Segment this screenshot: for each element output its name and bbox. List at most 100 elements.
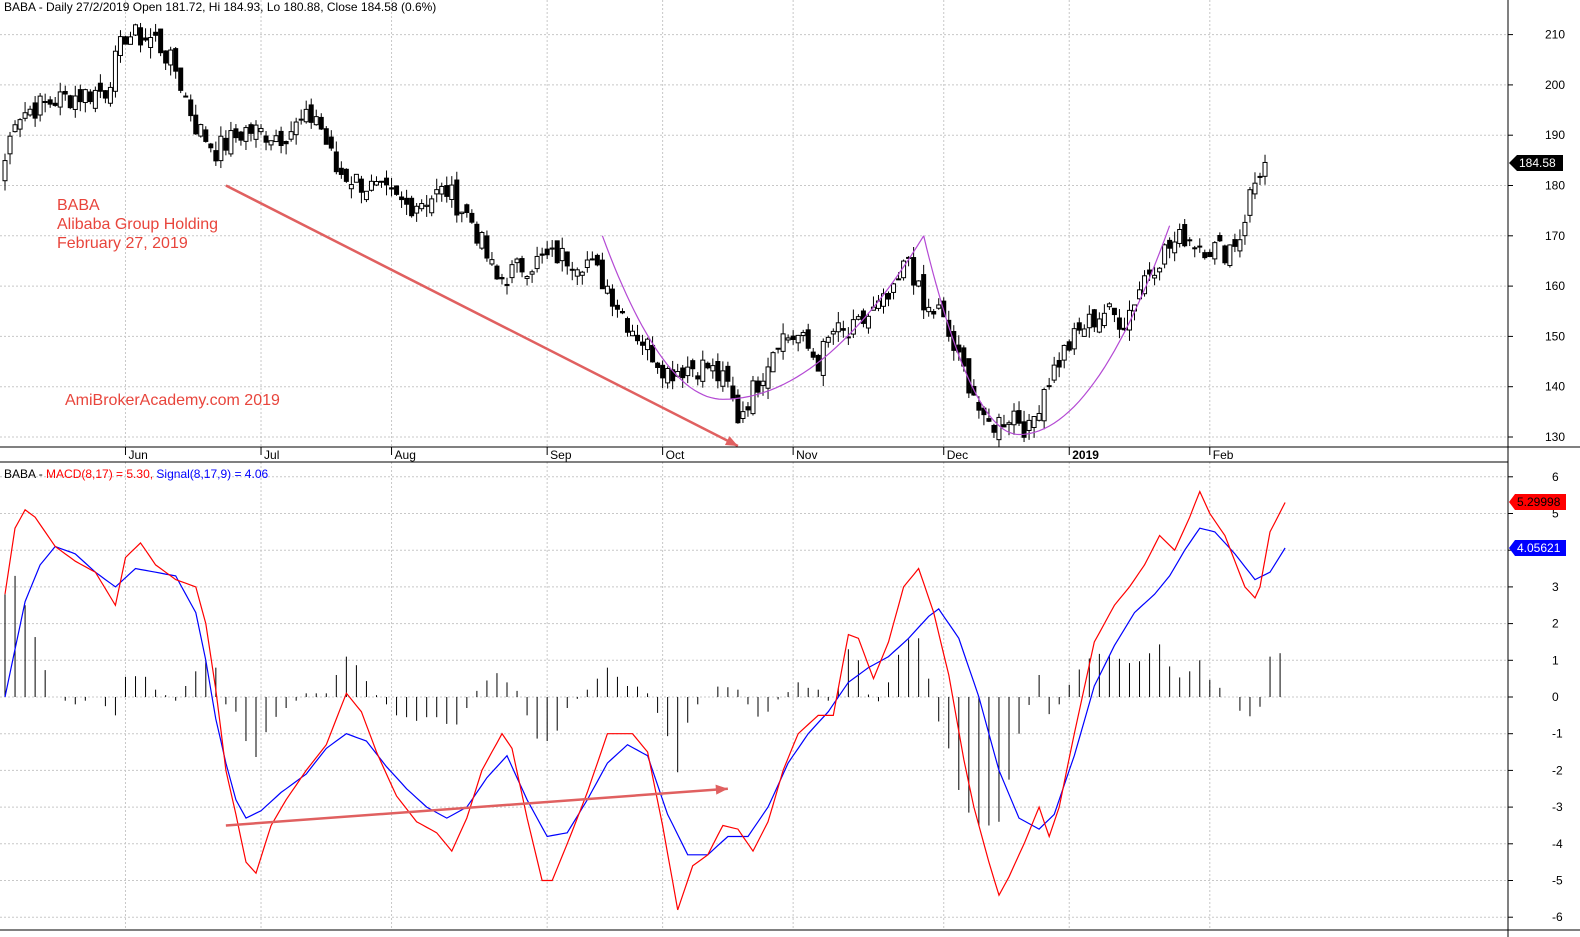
candlestick [253, 120, 259, 148]
candlestick [700, 350, 706, 388]
candlestick [82, 88, 88, 113]
candlestick [102, 90, 108, 104]
candle-body-down [238, 131, 244, 141]
candle-body-up [1071, 328, 1077, 350]
candlestick [439, 182, 445, 202]
month-label: Aug [395, 448, 416, 462]
candlestick [514, 257, 520, 273]
annotation-date: February 27, 2019 [57, 235, 188, 252]
candlestick [318, 113, 324, 131]
candlestick [534, 246, 540, 273]
candlestick [710, 358, 716, 379]
candle-body-down [1257, 175, 1263, 178]
candlestick [148, 28, 154, 59]
candlestick [991, 423, 997, 438]
candle-body-up [1162, 244, 1168, 265]
candle-body-up [604, 285, 610, 294]
candlestick [1031, 416, 1037, 438]
candlestick [394, 185, 400, 196]
candle-body-up [424, 204, 430, 207]
candle-body-up [760, 380, 766, 386]
candlestick [293, 117, 299, 145]
candle-body-down [896, 278, 902, 281]
candlestick [614, 299, 620, 318]
candle-body-down [153, 31, 159, 36]
candle-body-up [1157, 267, 1163, 273]
candlestick [358, 175, 364, 204]
candlestick [128, 31, 133, 45]
candle-body-up [12, 124, 18, 133]
candle-body-up [534, 255, 540, 270]
candle-body-down [810, 351, 816, 358]
candle-body-up [559, 247, 565, 262]
candle-body-down [263, 135, 269, 143]
candle-body-up [740, 411, 746, 420]
candlestick [1152, 266, 1158, 286]
macd-pane-title: BABA - MACD(8,17) = 5.30, Signal(8,17,9)… [4, 467, 268, 481]
candle-body-down [328, 136, 334, 149]
candlestick [429, 195, 435, 217]
price-grid [0, 0, 1508, 446]
candlestick [936, 298, 942, 310]
candlestick [825, 335, 831, 348]
candle-body-up [198, 124, 204, 137]
candle-body-up [780, 333, 786, 352]
candle-body-up [133, 24, 139, 36]
candle-body-up [268, 140, 274, 146]
candlestick [805, 323, 811, 351]
candlestick [665, 366, 671, 389]
candlestick [333, 141, 339, 175]
candlestick [1086, 305, 1092, 338]
macd-title-prefix: BABA - [4, 467, 46, 481]
candlestick [414, 203, 420, 222]
candle-body-down [1111, 307, 1117, 316]
candlestick [459, 211, 465, 223]
candle-body-down [343, 168, 349, 182]
candlestick [479, 230, 485, 250]
candlestick [1081, 324, 1087, 337]
candle-body-down [1016, 410, 1022, 424]
annotation-company: Alibaba Group Holding [57, 216, 218, 233]
candle-body-up [17, 119, 23, 130]
candle-body-down [961, 347, 967, 367]
candle-body-down [735, 394, 741, 424]
candlestick [363, 190, 369, 203]
candlestick [67, 94, 73, 110]
candle-body-up [830, 330, 836, 335]
macd-tick-label: 6 [1552, 470, 1559, 484]
candle-body-down [1116, 317, 1122, 330]
candlestick [1016, 401, 1022, 427]
candlestick [143, 28, 149, 42]
candlestick [1252, 172, 1258, 200]
candlestick [1192, 245, 1198, 258]
candlestick [830, 328, 836, 345]
candle-body-down [404, 197, 410, 205]
candle-body-up [936, 304, 942, 309]
candlestick [444, 176, 450, 203]
candle-body-up [1172, 241, 1178, 254]
candle-body-down [705, 362, 711, 369]
candle-body-up [434, 189, 440, 195]
candlestick [539, 247, 545, 264]
candle-body-up [549, 247, 555, 250]
candle-body-down [87, 91, 93, 103]
candlestick [389, 178, 395, 197]
candlestick [650, 336, 656, 363]
candlestick [1111, 307, 1117, 323]
candle-body-up [514, 258, 520, 264]
candlestick [303, 100, 309, 124]
candle-body-up [218, 135, 224, 162]
candlestick [283, 140, 289, 155]
candlestick [323, 126, 329, 145]
candlestick [469, 209, 475, 224]
candlestick [574, 267, 580, 286]
candlestick [589, 251, 595, 261]
macd-tick-label: -4 [1552, 837, 1563, 851]
candlestick [1172, 231, 1178, 262]
candle-body-down [32, 102, 38, 119]
candle-body-up [770, 352, 776, 373]
candlestick [705, 361, 711, 370]
candle-body-up [273, 135, 279, 143]
macd-legend: MACD(8,17) = 5.30, [46, 467, 156, 481]
